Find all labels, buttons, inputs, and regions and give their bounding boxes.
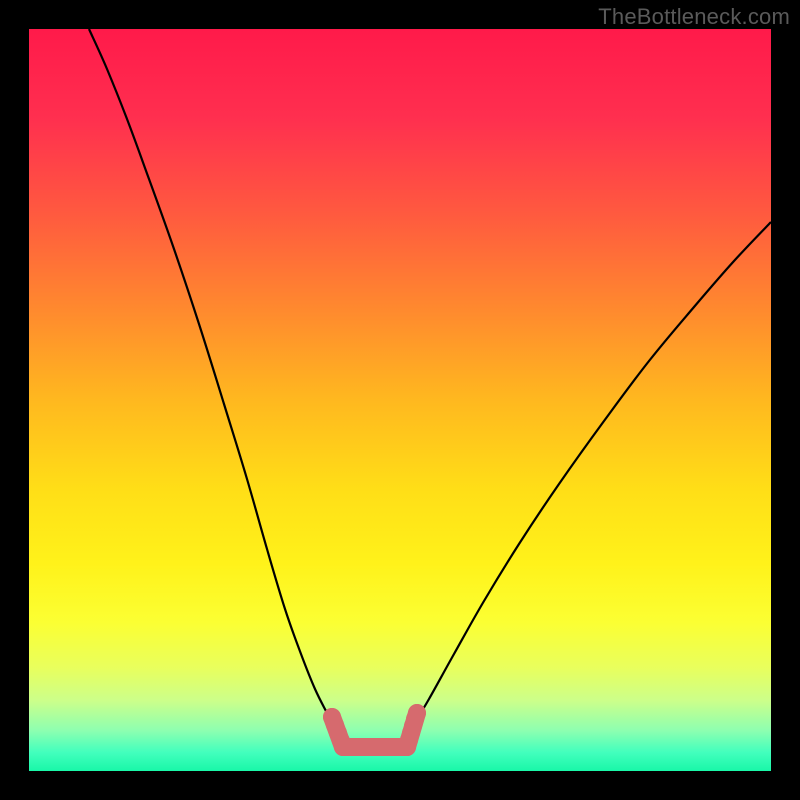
bottleneck-curve-right bbox=[414, 222, 771, 724]
plot-area bbox=[29, 29, 771, 771]
bottleneck-curve-left bbox=[89, 29, 334, 726]
chart-canvas: TheBottleneck.com bbox=[0, 0, 800, 800]
nadir-marker bbox=[323, 704, 426, 756]
curve-layer bbox=[29, 29, 771, 771]
watermark-text: TheBottleneck.com bbox=[598, 4, 790, 30]
